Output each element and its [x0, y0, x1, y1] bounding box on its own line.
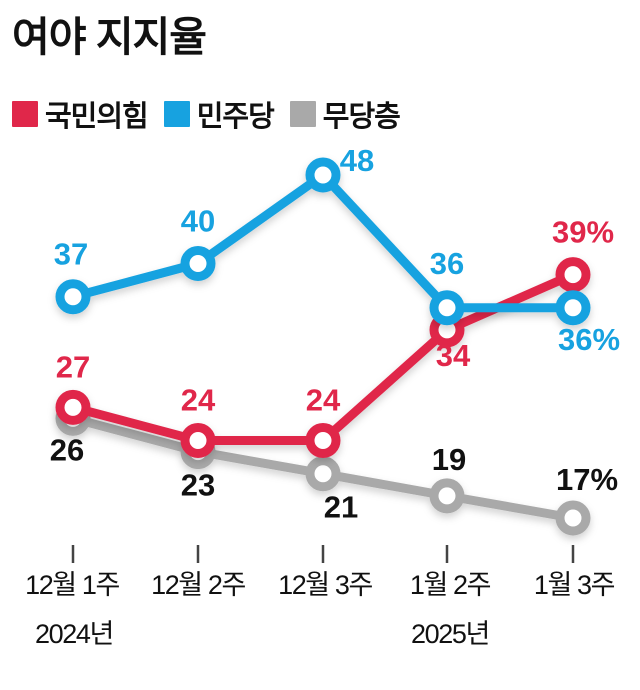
- data-point-marker[interactable]: [180, 246, 216, 282]
- axis-label-4: 1월 3주: [533, 570, 616, 600]
- year-label-2025: 2025년: [411, 619, 490, 649]
- point-value-label: 17%: [556, 462, 618, 497]
- point-value-label: 48: [340, 143, 374, 178]
- legend-item-gray: 무당층: [289, 93, 401, 135]
- point-value-label: 34: [436, 338, 471, 373]
- legend-item-red: 국민의힘: [12, 93, 149, 135]
- point-value-label: 26: [50, 432, 84, 467]
- legend-swatch-blue-icon: [163, 101, 190, 127]
- point-value-label: 36%: [558, 322, 620, 357]
- data-point-marker[interactable]: [55, 279, 91, 315]
- legend-label-blue: 민주당: [196, 101, 275, 133]
- value-labels: 27 24 24 34 39% 37 40 48 36 36% 26 23 21 19 17%: [50, 143, 620, 525]
- legend-item-blue: 민주당: [163, 93, 275, 135]
- point-value-label: 19: [432, 442, 466, 477]
- axis-ticks: [71, 545, 575, 563]
- legend-swatch-red-icon: [12, 101, 38, 127]
- point-value-label: 37: [54, 237, 88, 272]
- data-point-marker[interactable]: [180, 423, 216, 459]
- series-line-red: [55, 257, 591, 459]
- axis-label-1: 12월 2주: [151, 570, 246, 600]
- data-point-marker[interactable]: [305, 157, 341, 193]
- point-value-label: 24: [306, 383, 341, 418]
- year-label-2024: 2024년: [35, 619, 114, 649]
- legend-label-gray: 무당층: [322, 101, 401, 133]
- data-point-marker[interactable]: [429, 290, 465, 326]
- point-value-label: 27: [56, 349, 90, 384]
- data-point-marker[interactable]: [555, 290, 591, 326]
- series-polyline: [68, 170, 578, 313]
- axis-label-3: 1월 2주: [409, 570, 492, 600]
- point-value-label: 23: [181, 468, 215, 503]
- point-value-label: 24: [181, 383, 216, 418]
- data-point-marker[interactable]: [55, 389, 91, 425]
- point-value-label: 36: [430, 246, 464, 281]
- data-point-marker[interactable]: [305, 423, 341, 459]
- point-value-label: 39%: [552, 215, 614, 250]
- data-point-marker[interactable]: [555, 257, 591, 293]
- chart-legend: 국민의힘 민주당 무당층: [12, 93, 401, 135]
- legend-label-red: 국민의힘: [45, 101, 149, 133]
- axis-label-2: 12월 3주: [278, 570, 373, 600]
- point-value-label: 40: [181, 204, 215, 239]
- data-point-marker[interactable]: [305, 456, 341, 492]
- legend-swatch-gray-icon: [289, 101, 316, 127]
- series-line-blue: [55, 157, 591, 326]
- page-title: 여야 지지율: [12, 14, 207, 60]
- data-point-marker[interactable]: [429, 478, 465, 514]
- axis-tick-labels: 12월 1주 12월 2주 12월 3주 1월 2주 1월 3주: [0, 563, 640, 613]
- axis-label-0: 12월 1주: [25, 570, 120, 600]
- point-value-label: 21: [324, 490, 358, 525]
- data-point-marker[interactable]: [555, 500, 591, 536]
